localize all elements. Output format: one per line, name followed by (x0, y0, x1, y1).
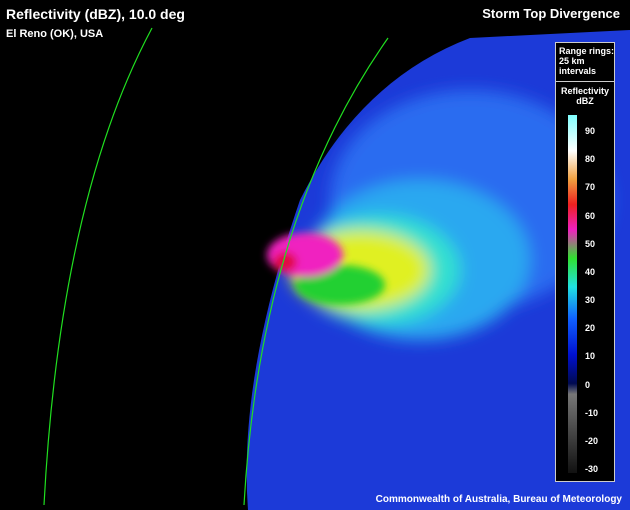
range-note: Range rings: (559, 46, 615, 56)
title: Reflectivity (dBZ), 10.0 deg (6, 6, 185, 22)
colorbar-tick-label: 50 (585, 238, 596, 249)
colorbar-tick-label: 30 (585, 295, 596, 305)
location: El Reno (OK), USA (6, 28, 104, 40)
colorbar (568, 115, 577, 473)
colorbar-tick-label: -20 (585, 435, 599, 446)
colorbar-title: dBZ (576, 96, 594, 106)
colorbar-tick-label: -10 (585, 407, 599, 418)
credit: Commonwealth of Australia, Bureau of Met… (375, 494, 622, 505)
colorbar-tick-label: 80 (585, 154, 596, 165)
colorbar-tick-label: -30 (585, 464, 599, 474)
range-ring (43, 27, 153, 506)
colorbar-tick-label: 10 (585, 351, 596, 362)
colorbar-tick-label: 40 (585, 266, 596, 277)
colorbar-tick-label: 90 (585, 126, 596, 136)
colorbar-tick-label: 60 (585, 210, 596, 221)
legend: Range rings: 25 km intervals Reflectivit… (555, 42, 615, 482)
storm-core (267, 233, 385, 305)
range-note: intervals (559, 66, 597, 76)
colorbar-title: Reflectivity (560, 86, 610, 96)
colorbar-tick-label: 20 (585, 323, 596, 334)
colorbar-tick-label: 0 (585, 379, 591, 390)
range-ring (243, 37, 389, 506)
range-note: 25 km (559, 56, 585, 66)
colorbar-tick-label: 70 (585, 182, 596, 193)
product: Storm Top Divergence (482, 6, 620, 21)
